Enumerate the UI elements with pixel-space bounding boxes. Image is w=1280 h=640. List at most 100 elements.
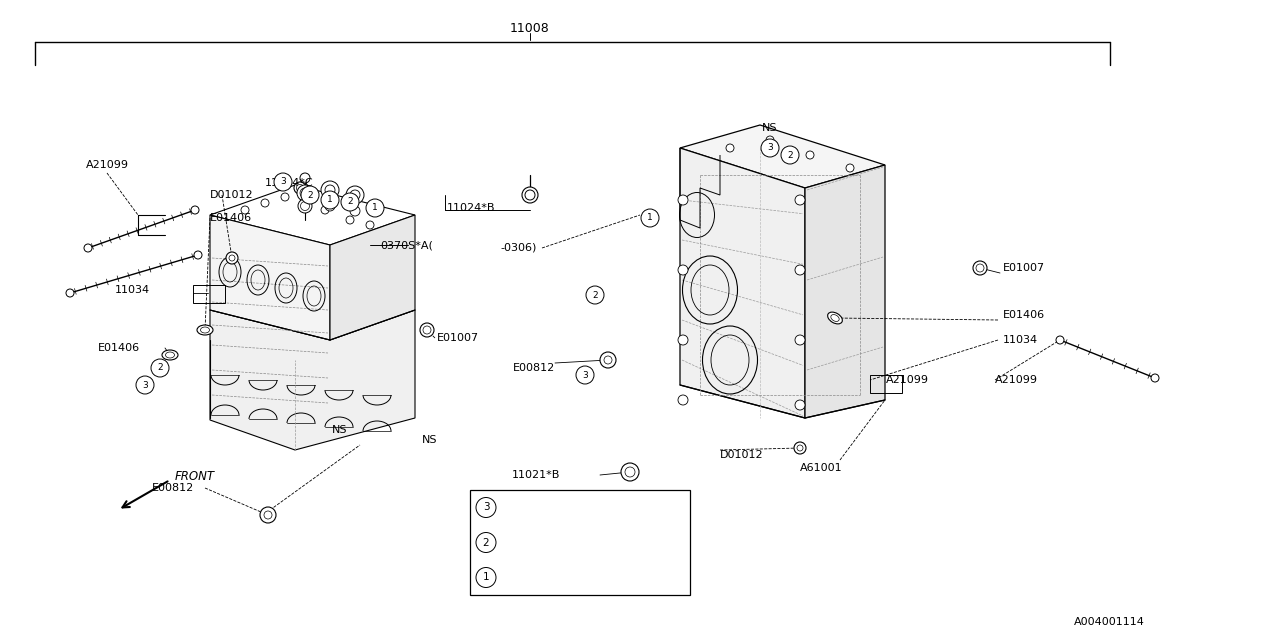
Polygon shape — [210, 215, 330, 340]
Circle shape — [1056, 336, 1064, 344]
Text: -0306): -0306) — [500, 243, 536, 253]
Circle shape — [241, 206, 250, 214]
Circle shape — [264, 511, 273, 519]
Ellipse shape — [163, 350, 178, 360]
Circle shape — [977, 264, 984, 272]
Circle shape — [349, 206, 360, 216]
Circle shape — [191, 206, 198, 214]
Text: 2: 2 — [307, 191, 312, 200]
Text: E00812: E00812 — [513, 363, 556, 373]
Circle shape — [522, 187, 538, 203]
Text: 2: 2 — [593, 291, 598, 300]
Bar — [870, 375, 902, 393]
Circle shape — [621, 463, 639, 481]
Text: A004001114: A004001114 — [1074, 617, 1146, 627]
Circle shape — [476, 497, 497, 518]
Circle shape — [349, 190, 360, 200]
Text: 3: 3 — [483, 502, 489, 513]
Circle shape — [297, 185, 314, 201]
Polygon shape — [680, 148, 805, 418]
Circle shape — [973, 261, 987, 275]
Text: E01406: E01406 — [97, 343, 140, 353]
Circle shape — [476, 568, 497, 588]
Text: 2: 2 — [347, 198, 353, 207]
Circle shape — [301, 186, 319, 204]
Text: A21099: A21099 — [86, 160, 129, 170]
Text: 11024*B: 11024*B — [447, 203, 495, 213]
Circle shape — [366, 199, 384, 217]
Circle shape — [346, 216, 355, 224]
Circle shape — [641, 209, 659, 227]
Polygon shape — [330, 215, 415, 340]
Circle shape — [260, 507, 276, 523]
Circle shape — [797, 445, 803, 451]
Circle shape — [678, 335, 689, 345]
Text: 2: 2 — [157, 364, 163, 372]
Circle shape — [600, 352, 616, 368]
Circle shape — [301, 199, 308, 207]
Bar — [193, 285, 225, 303]
Circle shape — [678, 195, 689, 205]
Polygon shape — [210, 310, 415, 450]
Circle shape — [795, 265, 805, 275]
Text: D01012: D01012 — [719, 450, 764, 460]
Text: NS: NS — [763, 123, 778, 133]
Circle shape — [300, 188, 310, 198]
Circle shape — [765, 136, 774, 144]
Text: 11021*B: 11021*B — [512, 470, 561, 480]
Circle shape — [321, 206, 329, 214]
Text: 1: 1 — [328, 195, 333, 205]
Circle shape — [794, 442, 806, 454]
Circle shape — [282, 193, 289, 201]
Circle shape — [294, 182, 306, 194]
Text: 11034: 11034 — [1004, 335, 1038, 345]
Circle shape — [136, 376, 154, 394]
Text: 3: 3 — [142, 381, 148, 390]
Circle shape — [325, 185, 335, 195]
Circle shape — [422, 326, 431, 334]
Text: FRONT: FRONT — [175, 470, 215, 483]
Text: E00812: E00812 — [152, 483, 195, 493]
Circle shape — [781, 146, 799, 164]
Circle shape — [297, 184, 303, 191]
Circle shape — [151, 359, 169, 377]
Text: 0370S*B: 0370S*B — [509, 536, 561, 549]
Text: E01007: E01007 — [1004, 263, 1046, 273]
Text: NS: NS — [333, 425, 348, 435]
Text: 11024*C: 11024*C — [265, 178, 314, 188]
Circle shape — [476, 532, 497, 552]
Circle shape — [795, 195, 805, 205]
Text: (     -0306): ( -0306) — [590, 536, 652, 549]
Circle shape — [795, 335, 805, 345]
Text: 0370S*A(: 0370S*A( — [380, 240, 433, 250]
Text: 1: 1 — [648, 214, 653, 223]
Circle shape — [274, 173, 292, 191]
Circle shape — [366, 221, 374, 229]
Circle shape — [625, 467, 635, 477]
Text: A61001: A61001 — [800, 463, 842, 473]
Text: 3: 3 — [767, 143, 773, 152]
Circle shape — [301, 202, 310, 211]
Circle shape — [84, 244, 92, 252]
Text: A21099: A21099 — [886, 375, 929, 385]
Bar — [470, 490, 690, 595]
Text: 2: 2 — [787, 150, 792, 159]
Ellipse shape — [828, 312, 842, 324]
Circle shape — [762, 139, 780, 157]
Text: E01406: E01406 — [210, 213, 252, 223]
Circle shape — [1151, 374, 1158, 382]
Circle shape — [795, 400, 805, 410]
Text: E01406: E01406 — [1004, 310, 1046, 320]
Circle shape — [678, 395, 689, 405]
Text: E01007: E01007 — [436, 333, 479, 343]
Circle shape — [325, 201, 335, 211]
Polygon shape — [805, 165, 884, 418]
Circle shape — [576, 366, 594, 384]
Polygon shape — [680, 125, 884, 188]
Circle shape — [340, 193, 358, 211]
Text: 11034: 11034 — [115, 285, 150, 295]
Text: 2: 2 — [483, 538, 489, 547]
Circle shape — [195, 251, 202, 259]
Circle shape — [586, 286, 604, 304]
Text: 11024*A: 11024*A — [509, 501, 561, 514]
